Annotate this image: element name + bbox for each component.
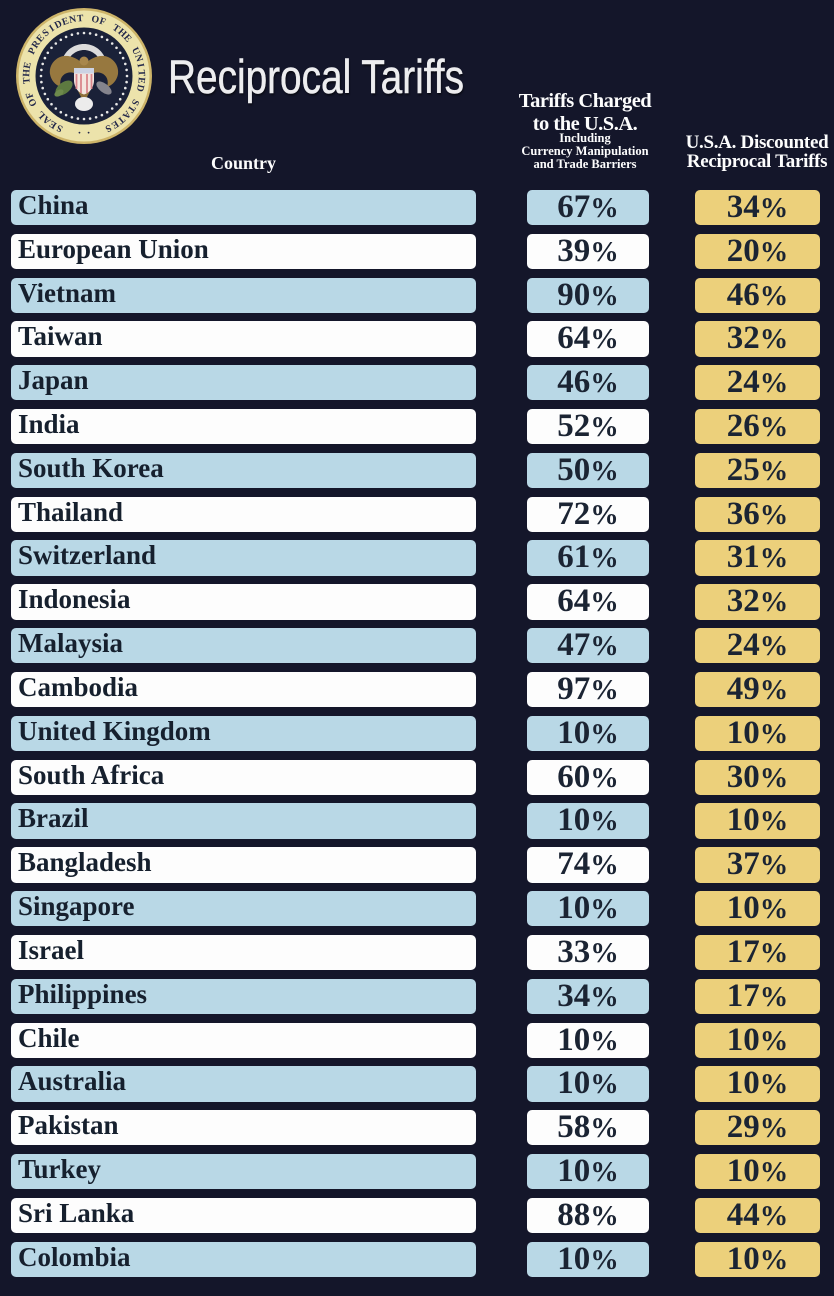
svg-text:D: D (134, 83, 146, 92)
svg-text:P: P (26, 46, 39, 56)
svg-text:T: T (110, 22, 122, 35)
svg-text:E: E (135, 77, 147, 85)
svg-text:I: I (134, 63, 146, 69)
svg-text:D: D (53, 18, 64, 31)
svg-text:S: S (103, 122, 113, 135)
svg-text:F: F (24, 91, 36, 100)
svg-text:E: E (109, 118, 121, 131)
svg-text:F: F (98, 16, 107, 28)
svg-text:I: I (47, 23, 56, 34)
svg-text:E: E (61, 15, 71, 28)
svg-text:H: H (21, 69, 32, 78)
svg-text:E: E (22, 61, 34, 70)
svg-text:T: T (21, 76, 33, 84)
svg-text:S: S (129, 97, 142, 107)
svg-text:S: S (40, 27, 52, 39)
svg-text:E: E (47, 118, 59, 131)
svg-text:O: O (90, 14, 100, 26)
svg-text:U: U (129, 46, 142, 57)
svg-text:· ·: · · (78, 127, 91, 139)
svg-text:T: T (135, 69, 146, 77)
svg-text:N: N (132, 53, 145, 63)
svg-text:N: N (68, 14, 77, 26)
svg-text:T: T (77, 13, 85, 24)
svg-text:S: S (55, 122, 65, 135)
